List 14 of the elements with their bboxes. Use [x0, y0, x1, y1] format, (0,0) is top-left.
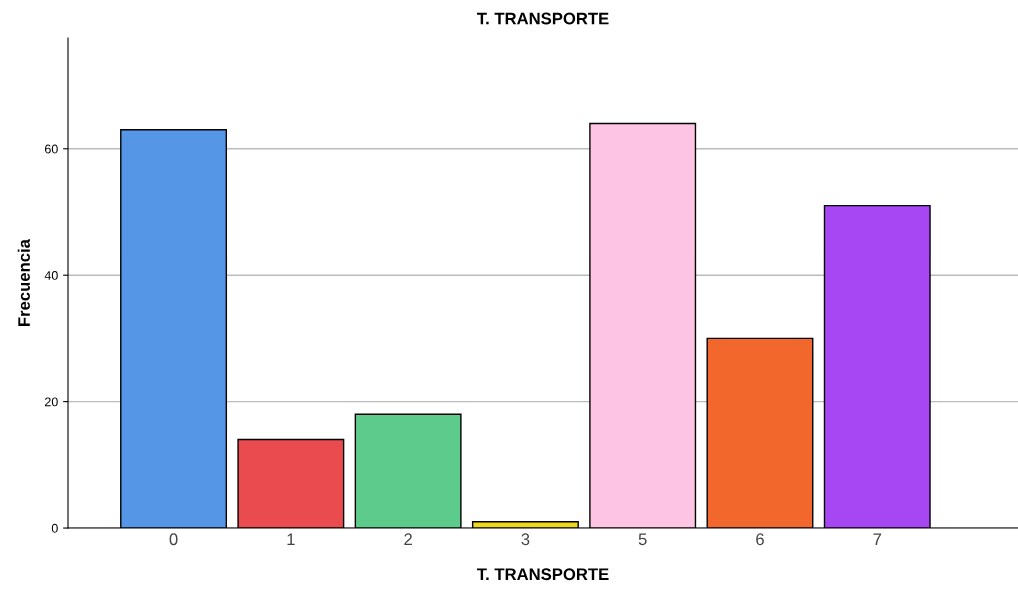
x-tick-label: 3: [521, 533, 530, 546]
y-tick-label: 40: [44, 271, 58, 280]
x-tick-label: 5: [638, 533, 647, 546]
x-tick-label: 0: [169, 533, 178, 546]
x-tick-label: 1: [287, 533, 295, 545]
y-tick-label: 60: [45, 144, 58, 154]
chart-title: T. TRANSPORTE: [476, 12, 609, 25]
x-tick-label: 6: [756, 533, 764, 546]
y-tick-label: 0: [51, 523, 58, 533]
y-tick-label: 20: [45, 397, 58, 407]
x-tick-label: 2: [404, 533, 412, 545]
x-tick-label: 7: [873, 533, 882, 545]
y-axis-title: Frecuencia: [17, 238, 30, 326]
x-axis-title: T. TRANSPORTE: [476, 568, 609, 581]
